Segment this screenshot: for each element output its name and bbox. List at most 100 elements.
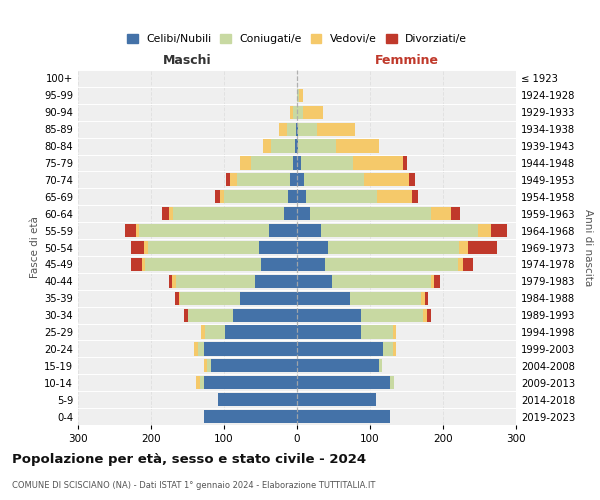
Bar — [240, 156, 251, 170]
Bar — [458, 258, 463, 271]
Bar — [254, 274, 297, 288]
Y-axis label: Anni di nascita: Anni di nascita — [583, 209, 593, 286]
Bar — [451, 207, 460, 220]
Bar — [220, 190, 224, 203]
Bar — [403, 156, 407, 170]
Bar — [297, 224, 321, 237]
Bar — [478, 224, 491, 237]
Bar — [148, 241, 259, 254]
Bar — [297, 89, 299, 102]
Bar — [425, 292, 428, 305]
Text: Maschi: Maschi — [163, 54, 212, 66]
Bar — [207, 359, 211, 372]
Bar — [226, 174, 230, 186]
Bar — [297, 156, 301, 170]
Bar — [233, 308, 297, 322]
Bar — [297, 106, 303, 119]
Bar — [303, 106, 323, 119]
Bar — [169, 274, 172, 288]
Bar — [304, 174, 364, 186]
Bar — [301, 156, 353, 170]
Bar — [293, 106, 297, 119]
Bar — [459, 241, 468, 254]
Bar — [297, 122, 298, 136]
Bar — [361, 326, 392, 338]
Bar — [175, 292, 179, 305]
Bar — [297, 292, 350, 305]
Bar — [297, 410, 391, 423]
Bar — [297, 393, 376, 406]
Bar — [288, 190, 297, 203]
Bar — [259, 241, 297, 254]
Bar — [203, 410, 297, 423]
Bar — [297, 376, 391, 390]
Bar — [491, 224, 507, 237]
Bar — [224, 190, 288, 203]
Bar — [306, 190, 377, 203]
Bar — [297, 326, 361, 338]
Bar — [412, 190, 418, 203]
Bar — [180, 292, 240, 305]
Bar — [431, 207, 451, 220]
Bar — [297, 342, 383, 355]
Bar — [297, 359, 379, 372]
Bar — [240, 292, 297, 305]
Bar — [280, 122, 287, 136]
Bar — [203, 376, 297, 390]
Bar — [162, 207, 169, 220]
Bar — [176, 274, 254, 288]
Bar — [317, 122, 355, 136]
Bar — [198, 342, 203, 355]
Bar — [284, 207, 297, 220]
Bar — [392, 326, 396, 338]
Legend: Celibi/Nubili, Coniugati/e, Vedovi/e, Divorziati/e: Celibi/Nubili, Coniugati/e, Vedovi/e, Di… — [122, 30, 472, 48]
Bar — [297, 241, 328, 254]
Bar — [173, 207, 284, 220]
Bar — [297, 274, 332, 288]
Bar — [332, 274, 431, 288]
Bar — [202, 326, 205, 338]
Bar — [251, 156, 293, 170]
Bar — [423, 308, 427, 322]
Bar — [184, 308, 187, 322]
Bar — [350, 292, 421, 305]
Bar — [290, 106, 293, 119]
Bar — [297, 190, 306, 203]
Text: Femmine: Femmine — [374, 54, 439, 66]
Bar — [299, 89, 303, 102]
Bar — [379, 359, 382, 372]
Bar — [377, 190, 412, 203]
Text: Popolazione per età, sesso e stato civile - 2024: Popolazione per età, sesso e stato civil… — [12, 452, 366, 466]
Bar — [468, 241, 497, 254]
Bar — [145, 258, 260, 271]
Bar — [237, 174, 290, 186]
Bar — [463, 258, 473, 271]
Bar — [205, 326, 226, 338]
Bar — [136, 224, 139, 237]
Bar — [131, 258, 142, 271]
Bar — [391, 376, 394, 390]
Bar — [427, 308, 431, 322]
Bar — [142, 258, 145, 271]
Bar — [139, 224, 269, 237]
Bar — [310, 207, 431, 220]
Bar — [194, 342, 198, 355]
Bar — [230, 174, 237, 186]
Bar — [297, 207, 310, 220]
Bar — [196, 376, 200, 390]
Text: COMUNE DI SCISCIANO (NA) - Dati ISTAT 1° gennaio 2024 - Elaborazione TUTTITALIA.: COMUNE DI SCISCIANO (NA) - Dati ISTAT 1°… — [12, 481, 376, 490]
Bar — [260, 258, 297, 271]
Bar — [434, 274, 440, 288]
Bar — [145, 241, 148, 254]
Bar — [200, 376, 203, 390]
Bar — [131, 241, 145, 254]
Bar — [409, 174, 415, 186]
Bar — [263, 140, 271, 152]
Bar — [298, 122, 317, 136]
Bar — [328, 241, 459, 254]
Bar — [321, 224, 478, 237]
Bar — [172, 274, 176, 288]
Bar — [431, 274, 434, 288]
Bar — [297, 308, 361, 322]
Bar — [203, 359, 207, 372]
